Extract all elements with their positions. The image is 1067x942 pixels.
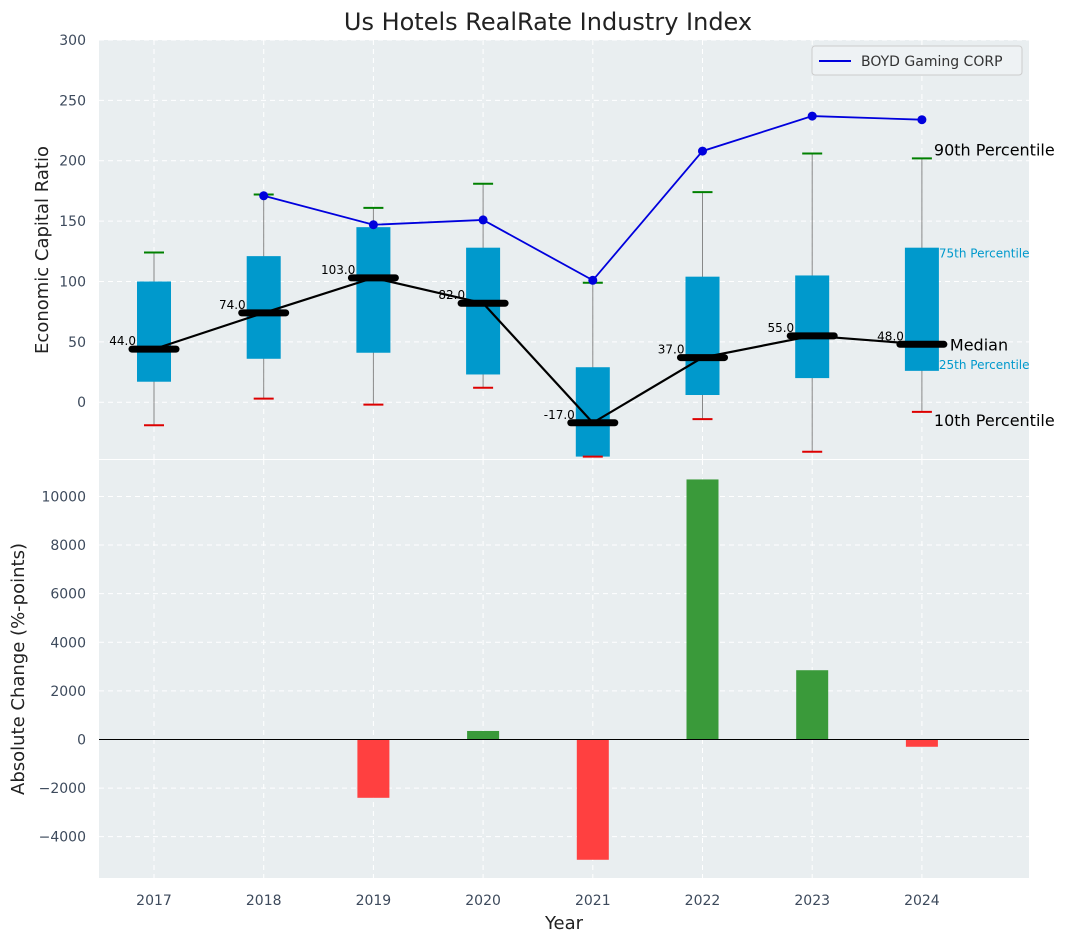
x-tick-label: 2024 — [904, 893, 940, 909]
company-series-line — [259, 111, 927, 285]
median-polyline — [153, 276, 922, 425]
annotation-median: Median — [950, 335, 1008, 354]
x-tick-label: 2020 — [465, 893, 501, 909]
legend-label: BOYD Gaming CORP — [861, 54, 1003, 70]
company-point — [368, 220, 378, 230]
bottom-y-tick-labels: −4000 −2000 0 2000 4000 6000 8000 10000 — [39, 489, 86, 845]
change-bar — [357, 739, 390, 798]
median-value-label: 74.0 — [219, 298, 246, 312]
top-y-axis-label: Economic Capital Ratio — [32, 146, 53, 354]
chart-title: Us Hotels RealRate Industry Index — [344, 8, 752, 36]
median-trend-line — [128, 274, 948, 427]
company-point — [807, 111, 817, 121]
bottom-y-tick-label: 2000 — [50, 684, 86, 700]
box-iqr — [356, 227, 391, 353]
legend-box — [811, 45, 1023, 76]
change-bar — [686, 479, 719, 740]
top-panel-background — [99, 40, 1029, 459]
change-bars — [99, 479, 1029, 860]
annotation-p10: 10th Percentile — [934, 411, 1055, 430]
x-tick-labels: 2017 2018 2019 2020 2021 2022 2023 2024 — [136, 893, 940, 909]
company-point — [259, 191, 269, 201]
box-iqr — [466, 247, 501, 375]
x-axis-label: Year — [544, 913, 584, 934]
bottom-y-tick-label: 4000 — [50, 635, 86, 651]
top-y-tick-labels: 0 50 100 150 200 250 300 — [59, 33, 86, 411]
change-bar — [467, 730, 500, 740]
x-tick-label: 2017 — [136, 893, 172, 909]
annotation-p75: 75th Percentile — [939, 247, 1030, 261]
median-value-label: 48.0 — [877, 329, 904, 343]
median-value-labels: 44.0 74.0 103.0 82.0 -17.0 37.0 55.0 48.0 — [109, 263, 904, 422]
top-y-tick-label: 100 — [59, 274, 86, 290]
bottom-y-tick-label: 6000 — [50, 587, 86, 603]
box-iqr — [795, 275, 830, 379]
median-value-label: 44.0 — [109, 334, 136, 348]
top-y-tick-label: 250 — [59, 93, 86, 109]
box-iqr — [575, 367, 610, 457]
x-tick-label: 2022 — [685, 893, 721, 909]
company-point — [917, 115, 927, 125]
bottom-y-tick-label: −4000 — [39, 830, 86, 846]
x-tick-label: 2018 — [246, 893, 282, 909]
bottom-panel-grid — [99, 460, 1029, 878]
change-bar — [796, 670, 829, 740]
box-iqr — [904, 247, 939, 371]
percentile-annotations: 90th Percentile 75th Percentile Median 25th… — [934, 140, 1055, 430]
top-y-tick-label: 50 — [68, 335, 86, 351]
top-y-tick-label: 150 — [59, 214, 86, 230]
median-value-label: -17.0 — [544, 408, 575, 422]
bottom-y-axis-label: Absolute Change (%-points) — [8, 543, 29, 795]
bottom-y-tick-label: 8000 — [50, 538, 86, 554]
annotation-p90: 90th Percentile — [934, 140, 1055, 159]
median-value-label: 103.0 — [321, 263, 355, 277]
annotation-p25: 25th Percentile — [939, 358, 1030, 372]
top-y-tick-label: 200 — [59, 154, 86, 170]
change-bar — [905, 739, 938, 747]
legend: BOYD Gaming CORP — [811, 45, 1023, 76]
median-value-label: 82.0 — [438, 288, 465, 302]
box-iqr — [246, 256, 281, 359]
bottom-y-tick-label: 10000 — [41, 489, 86, 505]
x-tick-label: 2019 — [356, 893, 392, 909]
box-iqr — [137, 281, 171, 382]
company-point — [478, 215, 488, 225]
x-tick-label: 2021 — [575, 893, 611, 909]
top-y-tick-label: 0 — [77, 395, 86, 411]
bottom-panel-background — [99, 460, 1029, 878]
x-tick-label: 2023 — [794, 893, 830, 909]
box-iqr — [685, 276, 720, 396]
top-y-tick-label: 300 — [59, 33, 86, 49]
change-bar — [576, 739, 609, 860]
median-value-label: 37.0 — [658, 343, 685, 357]
bottom-y-tick-label: −2000 — [39, 781, 86, 797]
company-point — [698, 146, 707, 156]
bottom-y-tick-label: 0 — [77, 732, 86, 748]
company-point — [588, 275, 598, 285]
median-value-label: 55.0 — [767, 321, 794, 335]
